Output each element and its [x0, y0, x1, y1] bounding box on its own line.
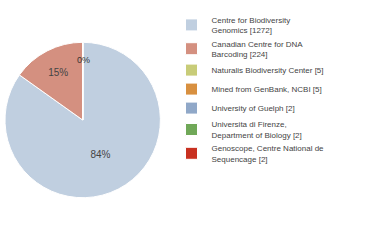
svg-text:Naturalis Biodiversity Center: Naturalis Biodiversity Center [5] — [212, 66, 324, 75]
svg-text:0%: 0% — [77, 55, 90, 65]
svg-text:University of Guelph [2]: University of Guelph [2] — [212, 104, 295, 113]
svg-text:Mined from GenBank, NCBI [5]: Mined from GenBank, NCBI [5] — [212, 85, 322, 94]
svg-text:84%: 84% — [90, 149, 110, 160]
svg-text:Centre for BiodiversityGenomic: Centre for BiodiversityGenomics [1272] — [212, 16, 291, 35]
svg-text:Canadian Centre for DNABarcodi: Canadian Centre for DNABarcoding [224] — [212, 40, 304, 59]
svg-text:15%: 15% — [48, 67, 68, 78]
svg-text:Universita di Firenze,Departme: Universita di Firenze,Department of Biol… — [212, 120, 302, 139]
svg-text:Genoscope, Centre National deS: Genoscope, Centre National deSequencage … — [212, 144, 325, 163]
